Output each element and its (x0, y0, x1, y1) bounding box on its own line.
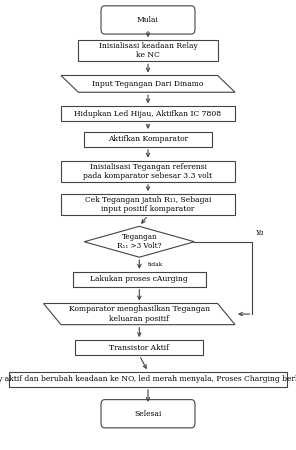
Text: Hidupkan Led Hijau, Aktifkan IC 7808: Hidupkan Led Hijau, Aktifkan IC 7808 (74, 110, 222, 118)
Text: Inisialisasi Tegangan referensi
pada komparator sebesar 3.3 volt: Inisialisasi Tegangan referensi pada kom… (83, 162, 213, 180)
Bar (61, 161, 235, 182)
Bar (73, 272, 206, 287)
Polygon shape (61, 76, 235, 92)
Text: Tegangan
R₁₁ >3 Volt?: Tegangan R₁₁ >3 Volt? (117, 233, 162, 250)
Text: Cek Tegangan jatuh R₁₁, Sebagai
input positif komparator: Cek Tegangan jatuh R₁₁, Sebagai input po… (85, 196, 211, 213)
Polygon shape (84, 226, 194, 257)
Text: Aktifkan Komparator: Aktifkan Komparator (108, 135, 188, 144)
Text: Inisialisasi keadaan Relay
ke NC: Inisialisasi keadaan Relay ke NC (99, 42, 197, 59)
Bar (75, 340, 203, 355)
Text: Selesai: Selesai (134, 410, 162, 418)
FancyBboxPatch shape (101, 6, 195, 34)
Bar (61, 106, 235, 122)
Text: tidak: tidak (148, 262, 163, 267)
Text: Mulai: Mulai (137, 16, 159, 24)
Polygon shape (44, 303, 235, 324)
Text: Relay aktif dan berubah keadaan ke NO, led merah menyala, Proses Charging berhen: Relay aktif dan berubah keadaan ke NO, l… (0, 375, 296, 383)
FancyBboxPatch shape (101, 400, 195, 428)
Bar (84, 132, 212, 147)
Text: Lakukan proses cAurging: Lakukan proses cAurging (90, 275, 188, 283)
Bar (61, 194, 235, 215)
Text: Input Tegangan Dari Dinamo: Input Tegangan Dari Dinamo (92, 80, 204, 88)
Bar (9, 372, 287, 387)
Bar (78, 40, 218, 61)
Text: Komparator menghasilkan Tegangan
keluaran positif: Komparator menghasilkan Tegangan keluara… (69, 306, 210, 323)
Text: Transistor Aktif: Transistor Aktif (109, 344, 169, 351)
Text: Ya: Ya (256, 230, 264, 237)
